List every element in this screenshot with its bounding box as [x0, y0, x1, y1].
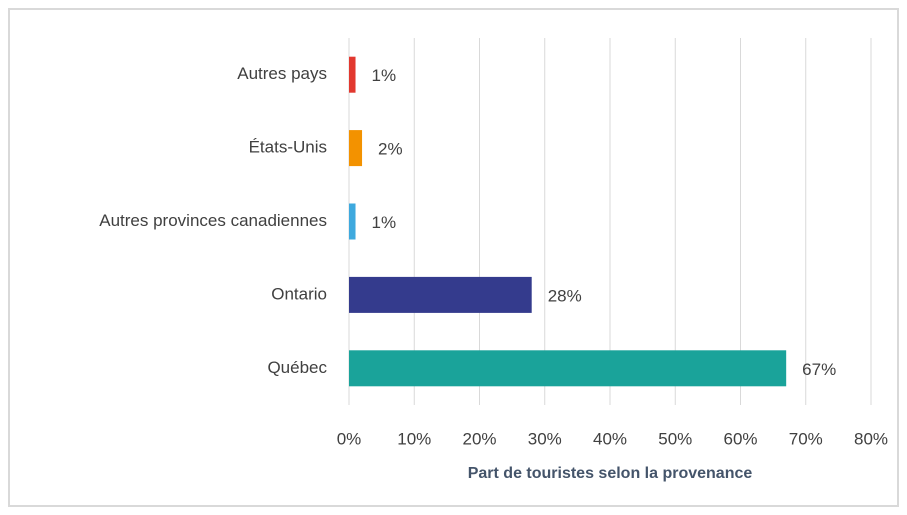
data-label: 1%: [372, 66, 397, 85]
bar: [349, 130, 363, 167]
x-tick-label: 80%: [854, 429, 888, 448]
bar: [349, 56, 356, 93]
x-tick-label: 20%: [462, 429, 496, 448]
y-tick-label: Ontario: [271, 284, 327, 303]
data-label: 28%: [548, 286, 582, 305]
bar: [349, 203, 356, 240]
bar: [349, 276, 532, 313]
x-tick-label: 70%: [789, 429, 823, 448]
x-tick-label: 10%: [397, 429, 431, 448]
x-tick-label: 60%: [723, 429, 757, 448]
data-label: 1%: [372, 213, 397, 232]
y-tick-label: Québec: [267, 358, 327, 377]
x-axis-title: Part de touristes selon la provenance: [468, 465, 753, 482]
data-label: 67%: [802, 360, 836, 379]
y-tick-label: Autres pays: [237, 64, 327, 83]
chart-frame: [8, 8, 899, 507]
x-tick-label: 40%: [593, 429, 627, 448]
y-tick-label: États-Unis: [249, 138, 327, 157]
data-label: 2%: [378, 140, 403, 159]
x-tick-label: 0%: [337, 429, 362, 448]
y-tick-label: Autres provinces canadiennes: [99, 211, 327, 230]
x-tick-label: 50%: [658, 429, 692, 448]
x-tick-label: 30%: [528, 429, 562, 448]
bar: [349, 350, 787, 387]
